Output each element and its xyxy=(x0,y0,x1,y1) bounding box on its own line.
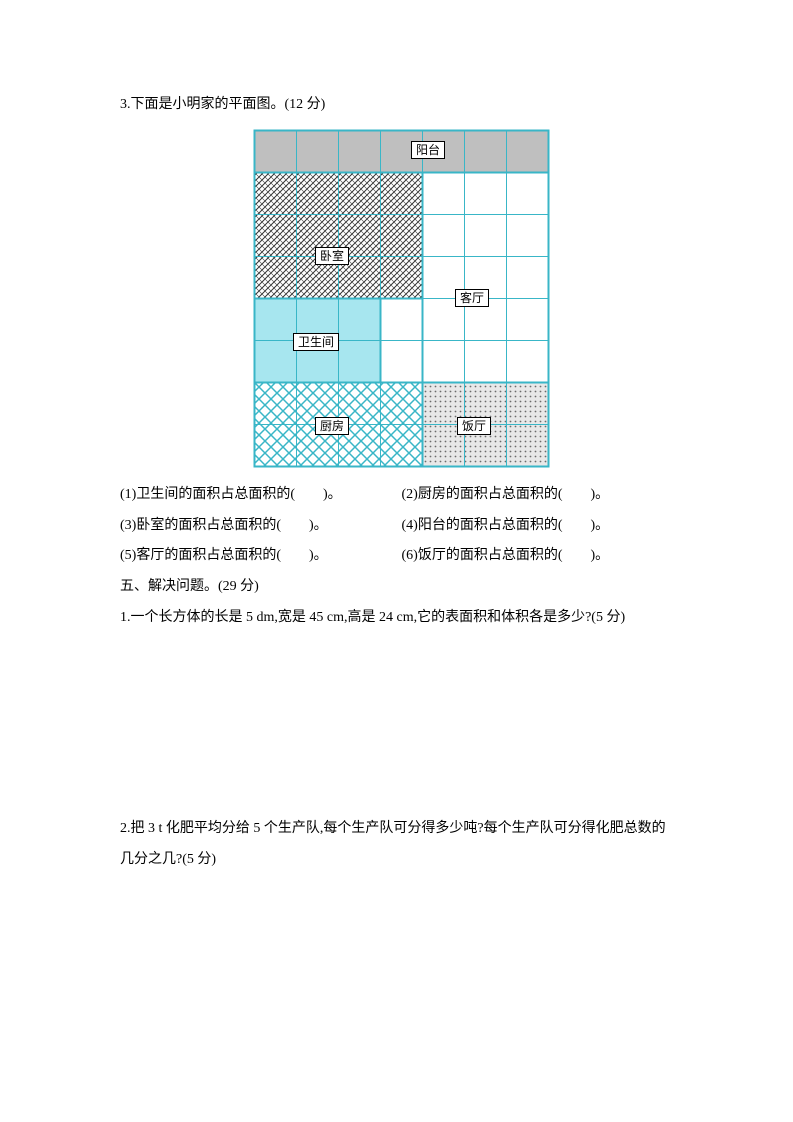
answer-space-1 xyxy=(120,634,683,814)
q3-sub1: (1)卫生间的面积占总面积的( )。 xyxy=(120,480,402,511)
room-label-dining: 饭厅 xyxy=(457,417,491,435)
q3-sub5: (5)客厅的面积占总面积的( )。 xyxy=(120,541,402,572)
room-label-bedroom: 卧室 xyxy=(315,247,349,265)
room-label-living: 客厅 xyxy=(455,289,489,307)
q3-sub-row2: (3)卧室的面积占总面积的( )。 (4)阳台的面积占总面积的( )。 xyxy=(120,511,683,542)
q3-title: 3.下面是小明家的平面图。(12 分) xyxy=(120,90,683,121)
q3-sub6: (6)饭厅的面积占总面积的( )。 xyxy=(402,541,684,572)
section5-title: 五、解决问题。(29 分) xyxy=(120,572,683,603)
q3-sub-row3: (5)客厅的面积占总面积的( )。 (6)饭厅的面积占总面积的( )。 xyxy=(120,541,683,572)
section5-q2a: 2.把 3 t 化肥平均分给 5 个生产队,每个生产队可分得多少吨?每个生产队可… xyxy=(120,814,683,845)
q3-sub2: (2)厨房的面积占总面积的( )。 xyxy=(402,480,684,511)
floorplan-container: 阳台卧室客厅卫生间厨房 饭厅 xyxy=(120,129,683,468)
q3-sub3: (3)卧室的面积占总面积的( )。 xyxy=(120,511,402,542)
room-label-balcony: 阳台 xyxy=(411,141,445,159)
room-label-bathroom: 卫生间 xyxy=(293,333,339,351)
floorplan: 阳台卧室客厅卫生间厨房 饭厅 xyxy=(253,129,550,468)
section5-q2b: 几分之几?(5 分) xyxy=(120,845,683,876)
section5-q1: 1.一个长方体的长是 5 dm,宽是 45 cm,高是 24 cm,它的表面积和… xyxy=(120,603,683,634)
q3-sub-row1: (1)卫生间的面积占总面积的( )。 (2)厨房的面积占总面积的( )。 xyxy=(120,480,683,511)
room-label-kitchen: 厨房 xyxy=(315,417,349,435)
q3-sub4: (4)阳台的面积占总面积的( )。 xyxy=(402,511,684,542)
